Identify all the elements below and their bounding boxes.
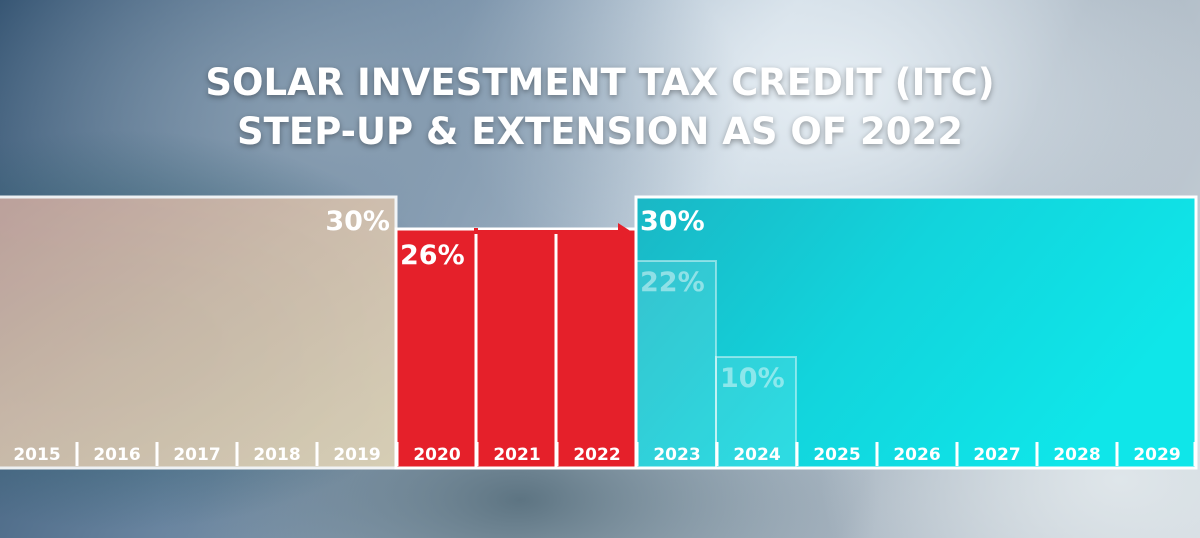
arrow-line bbox=[474, 228, 622, 234]
data-label-30pct-0: 30% bbox=[325, 206, 390, 237]
x-tick-label-2029: 2029 bbox=[1133, 445, 1180, 465]
title-line-1: SOLAR INVESTMENT TAX CREDIT (ITC) bbox=[205, 61, 995, 104]
x-tick-label-2025: 2025 bbox=[813, 445, 860, 465]
x-tick-label-2019: 2019 bbox=[333, 445, 380, 465]
data-label-10pct-4: 10% bbox=[720, 363, 785, 394]
x-tick-label-2015: 2015 bbox=[13, 445, 60, 465]
data-label-26pct-1: 26% bbox=[400, 240, 465, 271]
x-tick-label-2020: 2020 bbox=[413, 445, 460, 465]
bar-phase-down-2023 bbox=[635, 260, 717, 469]
x-tick-label-2022: 2022 bbox=[573, 445, 620, 465]
bar-phase-down-2024 bbox=[715, 356, 797, 469]
x-tick-label-2016: 2016 bbox=[93, 445, 140, 465]
bar-cyan-2023-2029 bbox=[634, 195, 1198, 470]
x-tick-label-2026: 2026 bbox=[893, 445, 940, 465]
data-label-22pct-3: 22% bbox=[640, 267, 705, 298]
data-label-30pct-2: 30% bbox=[640, 206, 705, 237]
x-tick-label-2024: 2024 bbox=[733, 445, 780, 465]
bar-beige-2015-2019 bbox=[0, 195, 398, 470]
x-tick-label-2018: 2018 bbox=[253, 445, 300, 465]
x-tick-label-2023: 2023 bbox=[653, 445, 700, 465]
x-tick-label-2017: 2017 bbox=[173, 445, 220, 465]
title-line-2: STEP-UP & EXTENSION AS OF 2022 bbox=[237, 110, 963, 153]
bar-red-2020-2022 bbox=[394, 227, 638, 470]
x-tick-label-2028: 2028 bbox=[1053, 445, 1100, 465]
arrow-head bbox=[618, 223, 632, 241]
chart-title: SOLAR INVESTMENT TAX CREDIT (ITC) STEP-U… bbox=[0, 58, 1200, 156]
x-tick-label-2027: 2027 bbox=[973, 445, 1020, 465]
x-tick-label-2021: 2021 bbox=[493, 445, 540, 465]
